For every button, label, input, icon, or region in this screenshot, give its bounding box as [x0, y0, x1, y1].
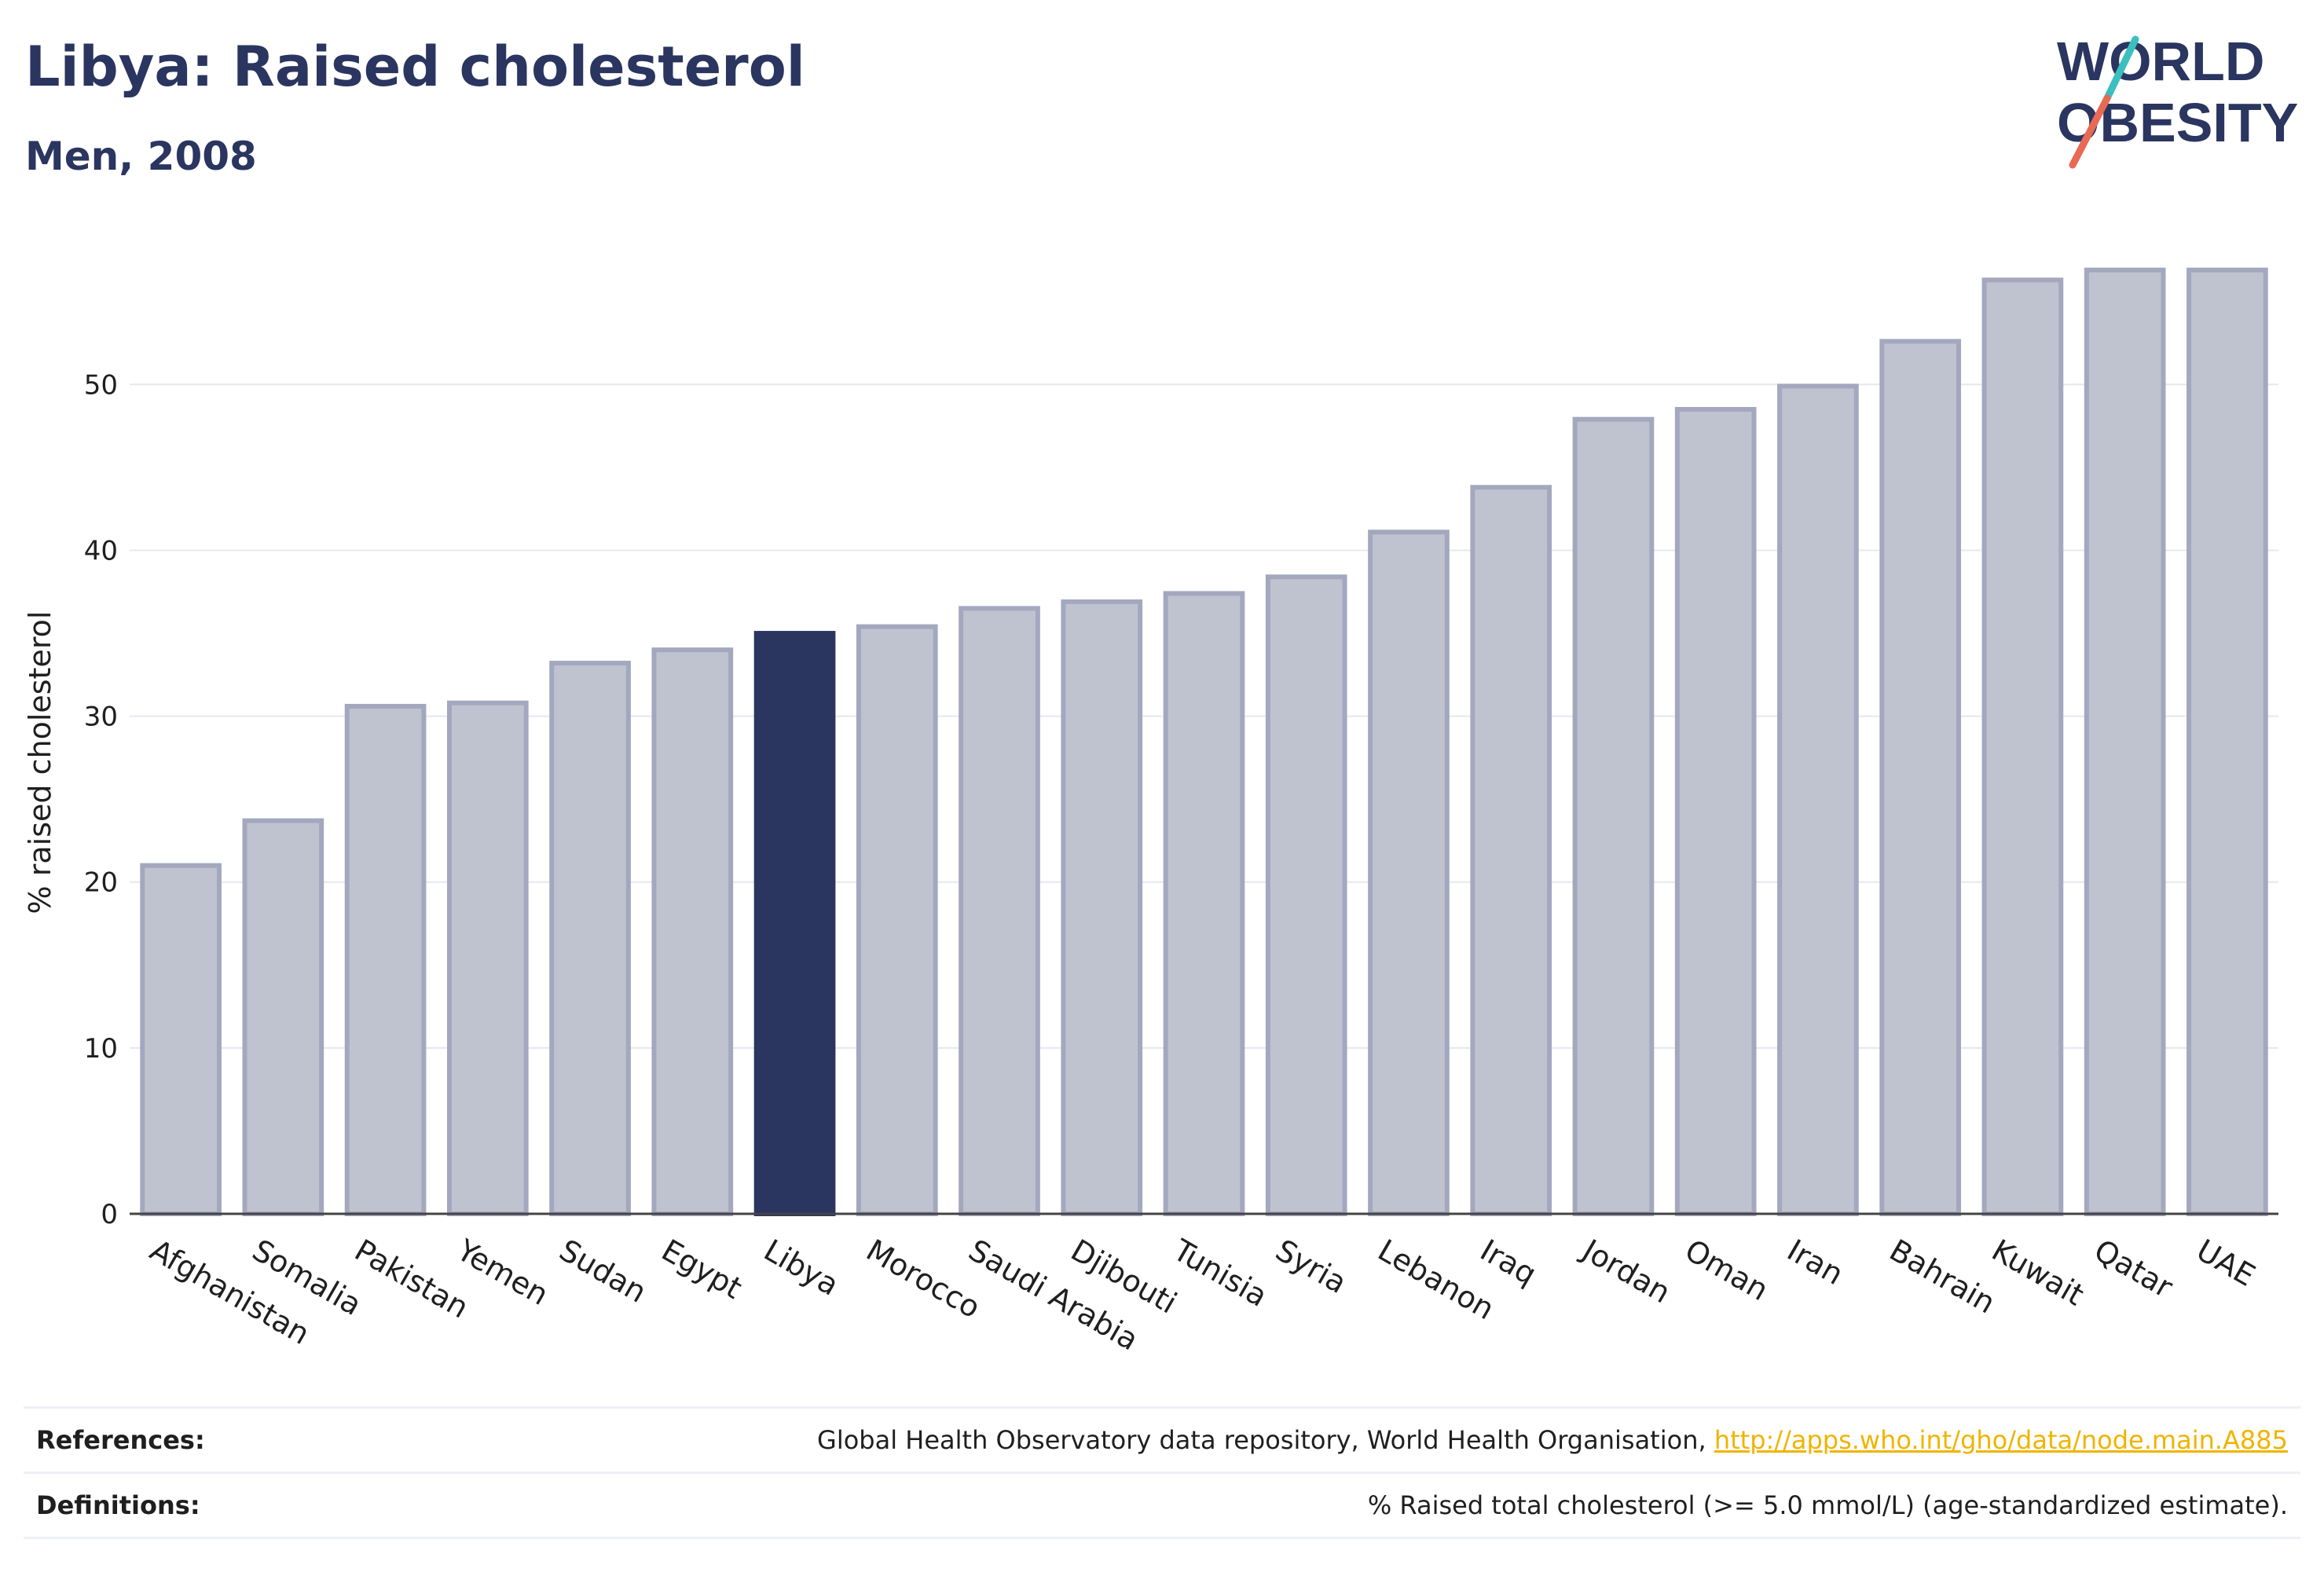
- definitions-row: Definitions: % Raised total cholesterol …: [24, 1472, 2300, 1539]
- x-tick-label: Oman: [1679, 1233, 1774, 1307]
- bar-uae: [2187, 267, 2268, 1217]
- definitions-label: Definitions:: [36, 1490, 200, 1520]
- references-label: References:: [36, 1425, 205, 1455]
- bar-somalia: [242, 818, 324, 1216]
- y-tick-label: 50: [84, 369, 118, 401]
- x-tick-label: Bahrain: [1884, 1233, 2001, 1321]
- bar-qatar: [2084, 267, 2166, 1217]
- x-tick-label: Iraq: [1475, 1233, 1542, 1292]
- bar-lebanon: [1368, 530, 1450, 1216]
- bar-oman: [1674, 407, 1757, 1216]
- x-tick-label: Sudan: [554, 1233, 653, 1310]
- chart-title: Libya: Raised cholesterol: [25, 35, 805, 99]
- x-tick-label: Tunisia: [1167, 1232, 1273, 1314]
- bar-yemen: [446, 700, 529, 1216]
- bar-saudi-arabia: [959, 606, 1040, 1216]
- y-tick-label: 0: [101, 1199, 118, 1230]
- x-tick-label: Pakistan: [349, 1233, 475, 1325]
- references-row: References: Global Health Observatory da…: [24, 1406, 2300, 1472]
- bar-pakistan: [344, 703, 427, 1216]
- x-tick-label: Libya: [758, 1233, 845, 1303]
- bar-bahrain: [1879, 339, 1962, 1216]
- y-tick-label: 40: [84, 535, 118, 566]
- y-tick-label: 10: [84, 1033, 118, 1065]
- bar-djibouti: [1061, 599, 1143, 1216]
- logo-slash-teal: [2103, 35, 2139, 102]
- x-tick-label: Jordan: [1575, 1232, 1676, 1310]
- footer: References: Global Health Observatory da…: [24, 1406, 2300, 1539]
- references-value: Global Health Observatory data repositor…: [817, 1425, 2300, 1455]
- bar-libya: [753, 631, 836, 1216]
- x-tick-label: Iran: [1781, 1233, 1849, 1292]
- bar-afghanistan: [140, 863, 222, 1216]
- x-tick-label: Qatar: [2088, 1233, 2179, 1305]
- references-text: Global Health Observatory data repositor…: [817, 1425, 1714, 1455]
- bar-iraq: [1470, 485, 1552, 1216]
- y-tick-label: 20: [84, 867, 118, 899]
- world-obesity-logo: WORLD OBESITY: [2057, 31, 2298, 169]
- bar-morocco: [856, 624, 938, 1216]
- bar-egypt: [651, 647, 734, 1216]
- x-tick-label: Egypt: [656, 1233, 748, 1306]
- bar-chart: 0 10 20 30 40 50 AfghanistanSomaliaPakistanYe…: [23, 267, 2278, 1358]
- y-tick-label: 30: [84, 702, 118, 733]
- x-tick-label: Saudi Arabia: [963, 1233, 1145, 1358]
- x-tick-label: Syria: [1270, 1233, 1352, 1300]
- bars: [140, 267, 2268, 1217]
- y-axis-title: % raised cholesterol: [23, 611, 57, 914]
- bar-iran: [1777, 383, 1859, 1216]
- logo-slash-red: [2069, 94, 2111, 169]
- x-tick-label: Lebanon: [1372, 1233, 1500, 1326]
- x-tick-label: Morocco: [860, 1233, 986, 1325]
- bar-tunisia: [1163, 591, 1245, 1216]
- chart-subtitle: Men, 2008: [25, 134, 257, 179]
- x-tick-label: UAE: [2190, 1233, 2260, 1293]
- definitions-text: % Raised total cholesterol (>= 5.0 mmol/…: [1367, 1490, 2288, 1520]
- bar-sudan: [549, 661, 631, 1216]
- bar-syria: [1265, 574, 1347, 1216]
- references-link[interactable]: http://apps.who.int/gho/data/node.main.A…: [1714, 1425, 2288, 1455]
- logo-line1: WORLD: [2057, 31, 2264, 92]
- y-axis-ticks: 0 10 20 30 40 50: [84, 369, 118, 1230]
- bar-jordan: [1572, 416, 1655, 1216]
- x-tick-label: Kuwait: [1986, 1233, 2090, 1313]
- bar-kuwait: [1981, 277, 2064, 1217]
